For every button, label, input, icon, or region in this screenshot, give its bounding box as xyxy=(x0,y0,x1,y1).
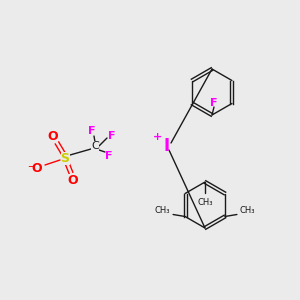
Text: CH₃: CH₃ xyxy=(197,198,213,207)
Text: O: O xyxy=(32,161,42,175)
Text: +: + xyxy=(153,132,163,142)
Text: C: C xyxy=(91,141,99,151)
Text: S: S xyxy=(61,152,70,164)
Text: O: O xyxy=(48,130,58,142)
Text: CH₃: CH₃ xyxy=(154,206,170,215)
Text: ⁻: ⁻ xyxy=(27,164,33,176)
Text: F: F xyxy=(210,98,218,108)
Text: CH₃: CH₃ xyxy=(240,206,255,215)
Text: O: O xyxy=(68,173,78,187)
Text: F: F xyxy=(105,151,113,161)
Text: I: I xyxy=(164,137,170,155)
Text: F: F xyxy=(88,126,96,136)
Text: F: F xyxy=(108,131,116,141)
